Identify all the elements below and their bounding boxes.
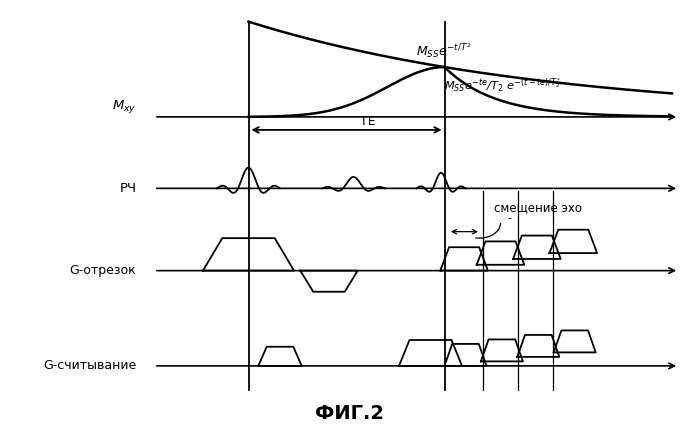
Text: смещение эхо: смещение эхо — [494, 201, 582, 214]
Text: $M_{SS}e^{-te}$/$T_2$ $e^{-(t-te)/T_2^*}$: $M_{SS}e^{-te}$/$T_2$ $e^{-(t-te)/T_2^*}… — [444, 77, 562, 94]
Text: $M_{SS}e^{-t/T^2}$: $M_{SS}e^{-t/T^2}$ — [416, 41, 472, 60]
Text: TE: TE — [360, 115, 375, 128]
Text: $M_{xy}$: $M_{xy}$ — [112, 98, 136, 115]
Text: РЧ: РЧ — [120, 182, 136, 195]
Text: ФИГ.2: ФИГ.2 — [316, 404, 384, 423]
Text: G-считывание: G-считывание — [43, 359, 136, 372]
Text: G-отрезок: G-отрезок — [70, 264, 136, 277]
Text: -: - — [508, 213, 512, 223]
